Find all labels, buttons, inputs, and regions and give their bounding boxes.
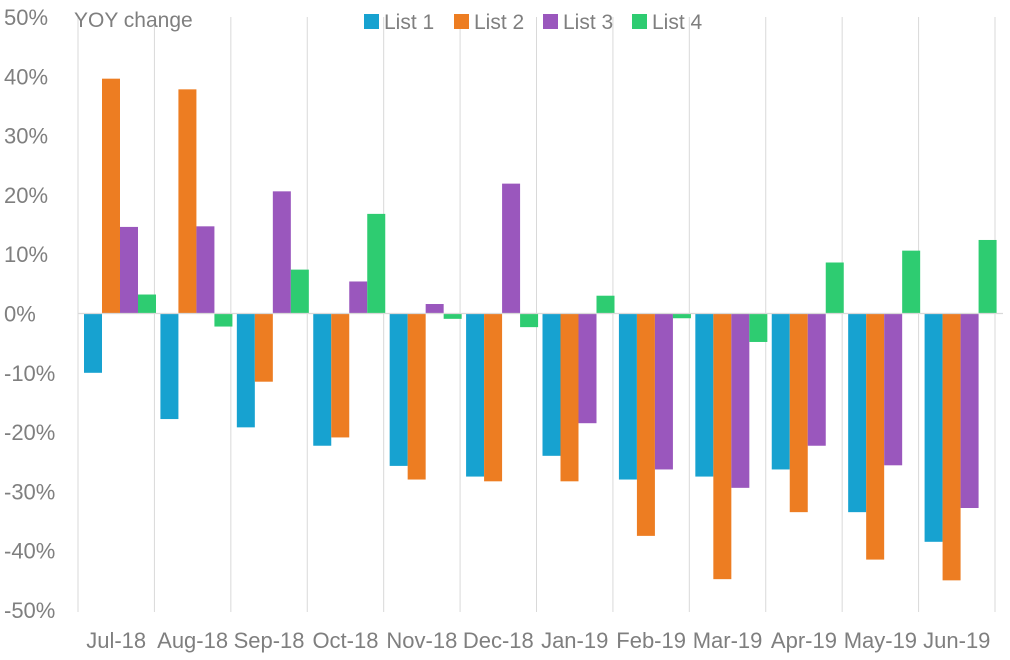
bar-list-2: [178, 89, 197, 314]
bar-list-2: [254, 313, 273, 382]
bar-list-4: [978, 239, 997, 314]
legend-item: List 2: [454, 11, 524, 34]
bar-list-4: [520, 313, 539, 328]
legend-swatch: [364, 14, 379, 29]
bar-list-1: [466, 313, 485, 477]
bar-list-1: [695, 313, 714, 477]
x-tick-label: Apr-19: [771, 628, 837, 653]
bar-list-1: [542, 313, 561, 456]
x-tick-label: Jun-19: [923, 628, 990, 653]
bar-list-2: [636, 313, 655, 536]
bar-list-4: [214, 313, 233, 327]
x-tick-label: Dec-18: [463, 628, 534, 653]
bar-list-1: [924, 313, 943, 542]
legend-label: List 4: [652, 11, 703, 34]
x-tick-label: Sep-18: [234, 628, 305, 653]
bar-layer: [84, 78, 997, 581]
y-tick-label: -30%: [4, 479, 55, 504]
legend-item: List 1: [364, 11, 434, 34]
x-tick-label: Feb-19: [616, 628, 686, 653]
bar-list-3: [425, 304, 444, 314]
y-tick-label: -20%: [4, 420, 55, 445]
x-tick-label: Aug-18: [157, 628, 228, 653]
y-tick-label: 20%: [4, 183, 48, 208]
bar-list-1: [389, 313, 408, 466]
legend-item: List 3: [543, 11, 613, 34]
legend-swatch: [632, 14, 647, 29]
y-axis-title: YOY change: [74, 9, 193, 32]
bar-list-3: [578, 313, 597, 424]
bar-list-4: [443, 313, 462, 319]
bar-list-4: [672, 313, 691, 319]
bar-list-2: [331, 313, 350, 438]
bar-list-2: [560, 313, 579, 482]
bar-list-4: [825, 262, 844, 314]
bar-list-3: [960, 313, 979, 509]
x-tick-label: Oct-18: [312, 628, 378, 653]
bar-list-4: [902, 250, 921, 314]
y-tick-label: 0%: [4, 302, 36, 327]
bar-list-3: [272, 191, 291, 314]
bar-list-1: [236, 313, 255, 428]
legend-label: List 2: [474, 11, 524, 34]
legend-swatch: [543, 14, 558, 29]
x-tick-label: Nov-18: [386, 628, 457, 653]
bar-list-2: [484, 313, 503, 482]
bar-list-3: [120, 226, 138, 314]
bar-list-2: [942, 313, 961, 581]
bar-list-4: [749, 313, 768, 342]
y-tick-label: 40%: [4, 64, 48, 89]
legend-label: List 1: [384, 11, 434, 34]
x-tick-label: Jan-19: [541, 628, 608, 653]
bar-list-2: [407, 313, 426, 480]
x-tick-label: Jul-18: [86, 628, 146, 653]
bar-list-2: [102, 78, 120, 314]
legend: List 1 List 2 List 3 List 4: [364, 11, 703, 34]
y-tick-label: -50%: [4, 598, 55, 623]
legend-label: List 3: [563, 11, 613, 34]
bar-list-3: [884, 313, 903, 466]
x-tick-label: Mar-19: [693, 628, 763, 653]
bar-list-4: [367, 213, 386, 314]
bar-list-1: [618, 313, 637, 480]
y-tick-label: -10%: [4, 361, 55, 386]
bar-list-4: [596, 295, 615, 314]
x-tick-label: May-19: [844, 628, 917, 653]
bar-list-1: [160, 313, 179, 420]
bar-list-3: [502, 183, 521, 314]
y-tick-label: -40%: [4, 539, 55, 564]
bar-list-3: [807, 313, 826, 446]
bar-list-3: [196, 226, 215, 314]
bar-list-2: [789, 313, 808, 513]
bar-list-1: [313, 313, 332, 446]
legend-swatch: [454, 14, 469, 29]
bar-list-1: [848, 313, 867, 513]
y-tick-label: 10%: [4, 242, 48, 267]
axis-layer: 50% 40% 30% 20% 10% 0% -10% -20% -30% -40% -50% Jul…: [4, 5, 1003, 653]
bar-list-1: [771, 313, 790, 470]
bar-list-2: [866, 313, 885, 560]
bar-list-2: [713, 313, 732, 580]
bar-list-3: [731, 313, 750, 488]
bar-list-3: [654, 313, 673, 470]
bar-list-1: [84, 313, 102, 373]
bar-list-4: [290, 269, 309, 314]
bar-list-4: [138, 294, 156, 314]
y-tick-label: 50%: [4, 5, 48, 30]
bar-list-3: [349, 281, 368, 314]
y-tick-label: 30%: [4, 124, 48, 149]
legend-item: List 4: [632, 11, 703, 34]
